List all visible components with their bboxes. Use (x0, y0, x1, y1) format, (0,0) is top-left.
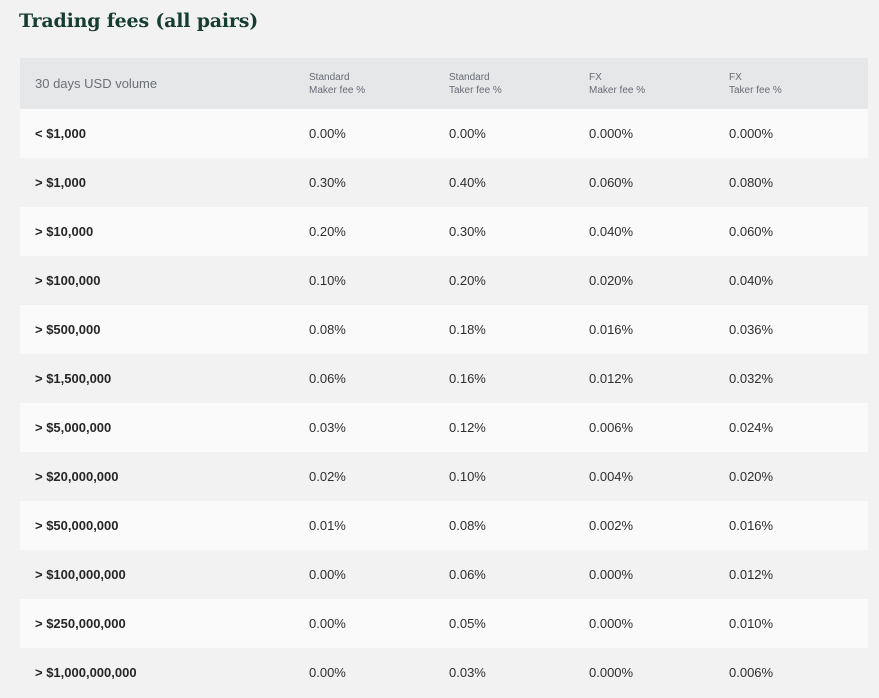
fx-maker-cell: 0.040% (589, 224, 634, 239)
header-standard-maker: Standard Maker fee % (309, 58, 449, 109)
standard-maker-cell: 0.00% (309, 567, 346, 582)
fx-taker-cell: 0.020% (729, 469, 774, 484)
volume-cell: > $100,000,000 (35, 567, 126, 582)
standard-taker-cell: 0.40% (449, 175, 486, 190)
table-body: < $1,000 0.00% 0.00% 0.000% 0.000% > $1,… (20, 109, 868, 697)
header-standard-taker-line1: Standard (449, 71, 490, 83)
table-row: > $20,000,000 0.02% 0.10% 0.004% 0.020% (20, 452, 868, 501)
fx-taker-cell: 0.024% (729, 420, 774, 435)
header-standard-maker-line1: Standard (309, 71, 350, 83)
volume-cell: > $50,000,000 (35, 518, 119, 533)
table-row: > $10,000 0.20% 0.30% 0.040% 0.060% (20, 207, 868, 256)
fx-taker-cell: 0.080% (729, 175, 774, 190)
fx-maker-cell: 0.020% (589, 273, 634, 288)
standard-taker-cell: 0.06% (449, 567, 486, 582)
volume-cell: > $250,000,000 (35, 616, 126, 631)
table-row: > $1,500,000 0.06% 0.16% 0.012% 0.032% (20, 354, 868, 403)
volume-cell: > $1,500,000 (35, 371, 112, 386)
fx-maker-cell: 0.016% (589, 322, 634, 337)
standard-taker-cell: 0.00% (449, 126, 486, 141)
volume-cell: > $20,000,000 (35, 469, 119, 484)
volume-cell: > $5,000,000 (35, 420, 112, 435)
fx-taker-cell: 0.000% (729, 126, 774, 141)
standard-maker-cell: 0.30% (309, 175, 346, 190)
standard-taker-cell: 0.16% (449, 371, 486, 386)
table-row: > $1,000 0.30% 0.40% 0.060% 0.080% (20, 158, 868, 207)
fx-taker-cell: 0.010% (729, 616, 774, 631)
volume-cell: > $500,000 (35, 322, 101, 337)
table-header-row: 30 days USD volume Standard Maker fee % … (20, 58, 868, 109)
header-fx-taker: FX Taker fee % (729, 58, 868, 109)
table-row: > $5,000,000 0.03% 0.12% 0.006% 0.024% (20, 403, 868, 452)
fx-taker-cell: 0.016% (729, 518, 774, 533)
table-row: > $50,000,000 0.01% 0.08% 0.002% 0.016% (20, 501, 868, 550)
fx-maker-cell: 0.000% (589, 126, 634, 141)
fx-maker-cell: 0.000% (589, 616, 634, 631)
standard-taker-cell: 0.05% (449, 616, 486, 631)
standard-maker-cell: 0.01% (309, 518, 346, 533)
fx-taker-cell: 0.012% (729, 567, 774, 582)
fx-taker-cell: 0.060% (729, 224, 774, 239)
standard-maker-cell: 0.03% (309, 420, 346, 435)
volume-cell: > $100,000 (35, 273, 101, 288)
fx-maker-cell: 0.006% (589, 420, 634, 435)
fx-maker-cell: 0.060% (589, 175, 634, 190)
table-row: > $100,000,000 0.00% 0.06% 0.000% 0.012% (20, 550, 868, 599)
table-row: > $1,000,000,000 0.00% 0.03% 0.000% 0.00… (20, 648, 868, 697)
page-title: Trading fees (all pairs) (19, 10, 259, 32)
standard-maker-cell: 0.10% (309, 273, 346, 288)
header-fx-taker-line2: Taker fee % (729, 84, 782, 96)
standard-taker-cell: 0.20% (449, 273, 486, 288)
standard-taker-cell: 0.18% (449, 322, 486, 337)
header-standard-maker-line2: Maker fee % (309, 84, 366, 96)
standard-taker-cell: 0.30% (449, 224, 486, 239)
volume-cell: > $10,000 (35, 224, 94, 239)
standard-taker-cell: 0.10% (449, 469, 486, 484)
standard-taker-cell: 0.03% (449, 665, 486, 680)
fx-taker-cell: 0.032% (729, 371, 774, 386)
trading-fees-table: 30 days USD volume Standard Maker fee % … (20, 58, 868, 697)
standard-maker-cell: 0.00% (309, 126, 346, 141)
standard-maker-cell: 0.00% (309, 616, 346, 631)
table-row: > $250,000,000 0.00% 0.05% 0.000% 0.010% (20, 599, 868, 648)
volume-cell: > $1,000 (35, 175, 86, 190)
volume-cell: > $1,000,000,000 (35, 665, 137, 680)
standard-maker-cell: 0.00% (309, 665, 346, 680)
standard-maker-cell: 0.20% (309, 224, 346, 239)
header-standard-taker: Standard Taker fee % (449, 58, 589, 109)
header-fx-maker-line2: Maker fee % (589, 84, 646, 96)
table-row: > $100,000 0.10% 0.20% 0.020% 0.040% (20, 256, 868, 305)
table-row: < $1,000 0.00% 0.00% 0.000% 0.000% (20, 109, 868, 158)
standard-maker-cell: 0.08% (309, 322, 346, 337)
fx-taker-cell: 0.006% (729, 665, 774, 680)
standard-taker-cell: 0.12% (449, 420, 486, 435)
header-fx-taker-line1: FX (729, 71, 742, 83)
standard-taker-cell: 0.08% (449, 518, 486, 533)
standard-maker-cell: 0.06% (309, 371, 346, 386)
volume-cell: < $1,000 (35, 126, 86, 141)
header-fx-maker-line1: FX (589, 71, 602, 83)
header-standard-taker-line2: Taker fee % (449, 84, 502, 96)
fx-maker-cell: 0.004% (589, 469, 634, 484)
fx-taker-cell: 0.036% (729, 322, 774, 337)
header-volume: 30 days USD volume (35, 76, 158, 91)
standard-maker-cell: 0.02% (309, 469, 346, 484)
fx-maker-cell: 0.012% (589, 371, 634, 386)
fx-taker-cell: 0.040% (729, 273, 774, 288)
fx-maker-cell: 0.002% (589, 518, 634, 533)
table-row: > $500,000 0.08% 0.18% 0.016% 0.036% (20, 305, 868, 354)
fx-maker-cell: 0.000% (589, 567, 634, 582)
header-fx-maker: FX Maker fee % (589, 58, 729, 109)
fx-maker-cell: 0.000% (589, 665, 634, 680)
